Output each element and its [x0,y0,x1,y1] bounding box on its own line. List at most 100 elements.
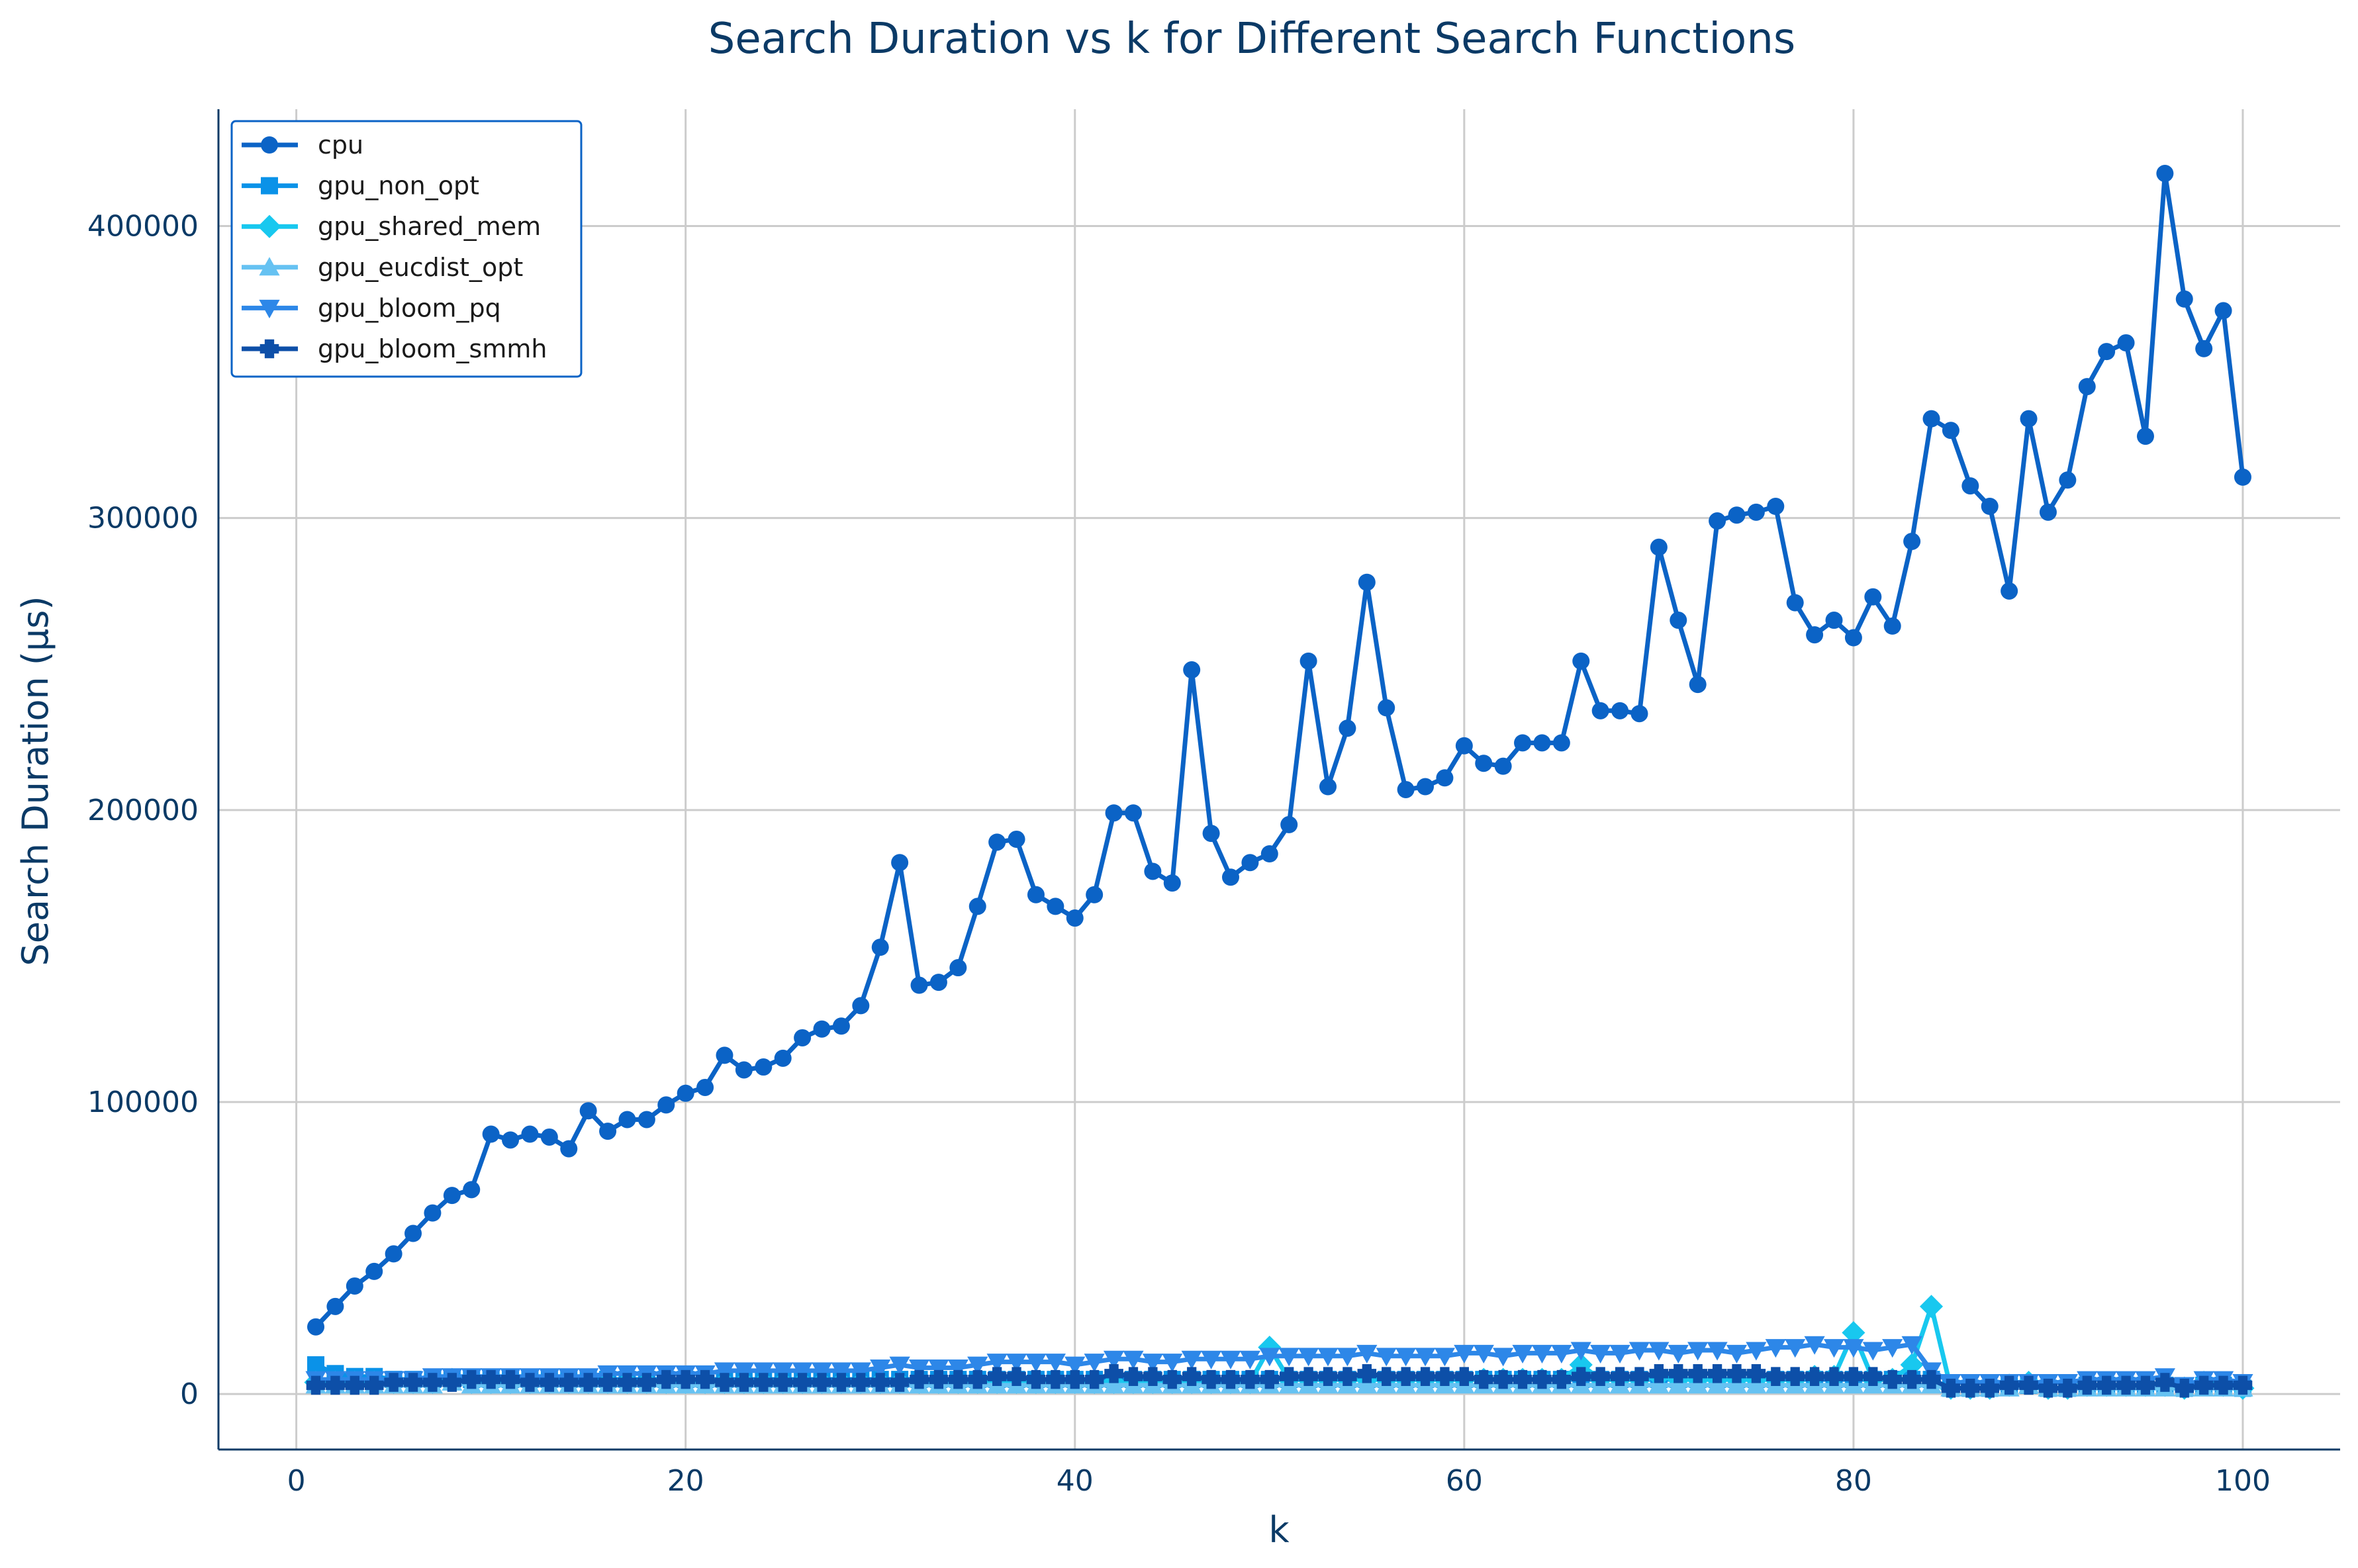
point-cpu [871,939,889,956]
point-cpu [1786,594,1804,612]
point-gpu_bloom_smmh [1999,1375,2019,1395]
x-tick-label: 40 [1057,1464,1094,1498]
point-gpu_bloom_smmh [1474,1369,1493,1389]
point-cpu [560,1140,578,1158]
point-cpu [2039,503,2057,521]
point-gpu_eucdist_opt [1103,1375,1125,1394]
point-gpu_bloom_smmh [1844,1367,1863,1387]
point-gpu_bloom_smmh [792,1373,812,1392]
point-cpu [1728,506,1746,524]
point-cpu [1183,661,1201,679]
point-gpu_shared_mem [1919,1295,1944,1318]
point-gpu_bloom_pq [1181,1350,1202,1369]
point-cpu [1844,629,1862,647]
point-cpu [385,1245,402,1263]
point-cpu [1378,699,1395,717]
point-gpu_bloom_smmh [2097,1375,2116,1395]
point-cpu [1494,757,1512,775]
point-gpu_bloom_smmh [871,1373,890,1392]
point-gpu_bloom_smmh [1533,1369,1552,1389]
point-cpu [968,898,986,915]
series-layer [304,165,2255,1400]
legend-label: gpu_non_opt [318,171,479,201]
point-gpu_bloom_smmh [384,1373,403,1392]
point-gpu_bloom_pq [1882,1339,1903,1358]
point-cpu [482,1125,500,1143]
legend-label: gpu_bloom_smmh [318,334,547,363]
legend-marker [258,214,281,238]
point-cpu [774,1049,792,1067]
point-cpu [1883,617,1901,635]
point-cpu [1105,804,1123,822]
point-gpu_bloom_pq [1259,1348,1280,1367]
point-gpu_bloom_pq [1512,1344,1533,1364]
point-gpu_bloom_smmh [812,1373,831,1392]
point-cpu [1767,498,1785,515]
x-tick-label: 60 [1446,1464,1483,1498]
point-gpu_bloom_pq [1356,1344,1378,1364]
point-cpu [443,1187,461,1205]
point-cpu [1670,612,1687,629]
point-gpu_bloom_pq [1376,1348,1397,1367]
point-gpu_bloom_pq [1765,1339,1786,1358]
point-gpu_bloom_smmh [1941,1379,1961,1398]
point-gpu_bloom_smmh [1883,1369,1903,1389]
legend-item-gpu_shared_mem: gpu_shared_mem [242,212,541,241]
point-gpu_bloom_smmh [1688,1363,1707,1383]
point-gpu_bloom_smmh [403,1373,423,1392]
point-cpu [813,1020,831,1038]
point-cpu [502,1131,520,1149]
point-gpu_bloom_smmh [1766,1367,1785,1387]
point-cpu [521,1125,539,1143]
point-gpu_bloom_smmh [1435,1367,1454,1387]
point-cpu [677,1084,694,1102]
point-cpu [404,1224,422,1242]
point-gpu_bloom_smmh [1260,1369,1280,1389]
y-tick-labels: 0 100000 200000 300000 400000 [87,209,199,1411]
point-gpu_bloom_pq [1298,1348,1319,1367]
point-gpu_bloom_smmh [364,1375,384,1395]
point-cpu [929,974,947,992]
point-gpu_bloom_smmh [1182,1367,1202,1387]
point-gpu_bloom_smmh [520,1373,540,1392]
point-gpu_bloom_smmh [1805,1367,1824,1387]
point-gpu_bloom_pq [1395,1348,1417,1367]
point-gpu_bloom_smmh [1065,1369,1085,1389]
legend-item-gpu_non_opt: gpu_non_opt [242,171,479,201]
series-line-cpu [314,171,2245,1329]
point-gpu_bloom_pq [1531,1344,1553,1364]
point-gpu_bloom_pq [1434,1348,1456,1367]
point-gpu_bloom_pq [1551,1344,1572,1364]
point-cpu [1047,898,1064,915]
point-gpu_bloom_pq [908,1359,930,1379]
point-gpu_eucdist_opt [1687,1375,1709,1394]
point-gpu_bloom_smmh [773,1373,793,1392]
point-gpu_bloom_pq [1843,1339,1864,1358]
series-line-gpu_eucdist_opt [316,1380,2243,1391]
point-gpu_bloom_smmh [1415,1367,1435,1387]
point-gpu_bloom_smmh [326,1375,345,1395]
point-gpu_bloom_smmh [734,1373,754,1392]
point-gpu_bloom_pq [1570,1342,1591,1361]
point-cpu [1572,652,1590,670]
point-cpu [1086,886,1104,903]
point-gpu_bloom_smmh [968,1369,988,1389]
point-gpu_bloom_smmh [676,1369,695,1389]
series-gpu_bloom_pq [305,1336,2253,1396]
point-cpu [910,976,928,994]
point-gpu_bloom_smmh [1454,1367,1474,1387]
point-gpu_eucdist_opt [1707,1375,1728,1394]
point-gpu_bloom_pq [773,1362,794,1381]
point-gpu_bloom_pq [792,1362,813,1381]
point-cpu [1689,676,1707,694]
legend-marker [259,257,280,276]
point-gpu_bloom_pq [1162,1354,1183,1373]
point-gpu_bloom_pq [1200,1350,1222,1369]
point-cpu [988,833,1006,851]
point-cpu [1027,886,1045,903]
point-gpu_bloom_pq [753,1362,774,1381]
point-cpu [599,1123,617,1140]
point-gpu_shared_mem [1900,1353,1924,1377]
point-gpu_bloom_smmh [1707,1363,1727,1383]
